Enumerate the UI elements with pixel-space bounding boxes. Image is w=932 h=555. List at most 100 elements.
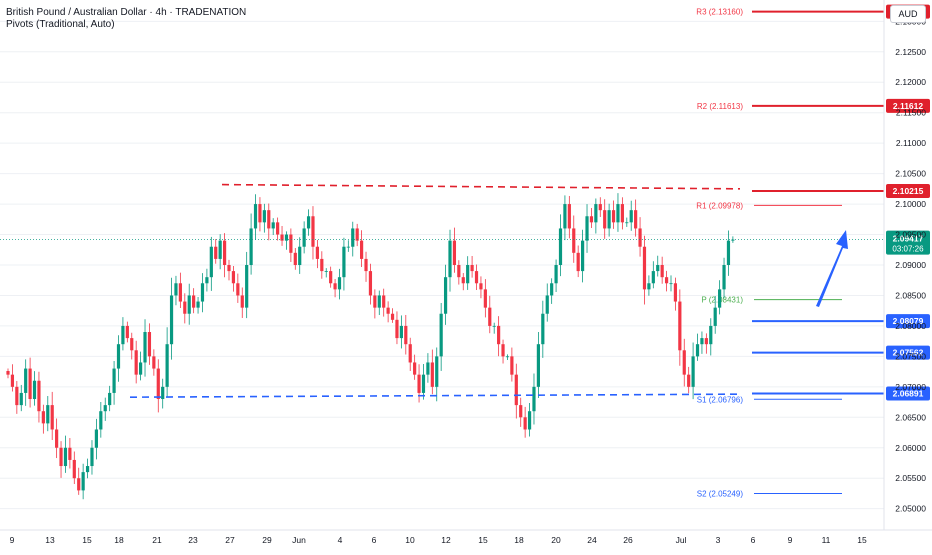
candle-body	[664, 277, 669, 284]
candle-body	[236, 283, 240, 296]
x-tick-label: 18	[114, 535, 124, 545]
candle-body	[519, 405, 523, 418]
candle-body	[125, 325, 129, 339]
candle-body	[245, 265, 249, 308]
chart-title: British Pound / Australian Dollar · 4h ·…	[6, 7, 247, 18]
candle-body	[426, 362, 430, 375]
pivot-label: S2 (2.05249)	[697, 490, 744, 499]
currency-badge[interactable]: AUD	[890, 5, 926, 23]
candle-body	[435, 356, 439, 387]
y-tick-label: 2.10500	[895, 169, 926, 179]
candle-body	[50, 405, 54, 430]
price-level-badge	[886, 314, 930, 329]
x-tick-label: Jul	[676, 535, 687, 545]
candle-body	[311, 216, 315, 247]
candle-body	[227, 265, 231, 272]
candle-body	[497, 325, 501, 345]
candle-body	[6, 371, 10, 375]
candle-body	[682, 350, 686, 375]
candle-body	[550, 283, 554, 296]
candle-body	[183, 301, 187, 314]
candle-body	[492, 325, 496, 327]
candle-body	[346, 246, 350, 248]
y-tick-label: 2.12000	[895, 77, 926, 87]
price-level-label: 2.08079	[893, 316, 924, 326]
candle-body	[276, 222, 280, 235]
x-tick-label: 29	[262, 535, 272, 545]
candle-body	[642, 246, 647, 290]
indicator-label[interactable]: Pivots (Traditional, Auto)	[6, 19, 115, 30]
candle-body	[620, 204, 624, 223]
x-tick-label: 3	[716, 535, 721, 545]
candle-body	[589, 216, 594, 223]
x-tick-label: 21	[152, 535, 162, 545]
x-tick-label: 9	[788, 535, 793, 545]
price-level-label: 2.07562	[893, 348, 924, 358]
candle-body	[258, 204, 262, 223]
current-price-badge	[886, 230, 930, 255]
candle-body	[457, 265, 461, 278]
candle-body	[342, 246, 346, 278]
candle-body	[32, 380, 37, 400]
candle-body	[174, 283, 178, 296]
x-tick-label: 11	[822, 535, 831, 545]
candle-body	[298, 246, 302, 265]
x-tick-label: 10	[405, 535, 415, 545]
y-tick-label: 2.06500	[895, 412, 926, 422]
candle-body	[722, 265, 726, 290]
candle-body	[320, 258, 324, 272]
candle-body	[505, 356, 510, 358]
candle-body	[483, 289, 487, 308]
candle-body	[545, 295, 549, 314]
candle-body	[647, 283, 651, 290]
price-level-badge	[886, 98, 930, 113]
candle-body	[99, 411, 103, 430]
candle-body	[474, 271, 479, 284]
candle-body	[656, 265, 660, 272]
candle-body	[15, 386, 19, 406]
pivot-label: R2 (2.11613)	[697, 102, 743, 111]
candle-body	[669, 283, 673, 285]
candle-body	[731, 239, 735, 241]
candle-body	[85, 466, 90, 473]
candle-body	[293, 252, 297, 265]
candle-body	[222, 240, 227, 265]
candle-body	[607, 210, 611, 229]
candle-body	[200, 283, 205, 302]
candle-body	[390, 313, 395, 320]
time-axis[interactable]: 9 13 15 18 21 23 27 29 Jun 4 6 10 12 15 18 20 24 26 Jul 3 6 9…	[0, 529, 932, 545]
price-levels: 2.131602.116122.102152.080792.075622.068…	[0, 4, 930, 401]
candle-body	[116, 344, 121, 369]
price-axis[interactable]: 2.130002.125002.120002.115002.110002.105…	[883, 0, 926, 530]
candle-body	[364, 258, 368, 272]
x-tick-label: 20	[551, 535, 561, 545]
candle-body	[280, 234, 284, 241]
candle-body	[541, 313, 545, 345]
candle-body	[466, 265, 470, 284]
candle-body	[443, 277, 448, 314]
y-tick-label: 2.06000	[895, 443, 926, 453]
x-tick-label: 24	[587, 535, 597, 545]
candle-body	[572, 228, 576, 253]
candle-body	[169, 295, 174, 345]
y-tick-label: 2.11000	[896, 138, 926, 148]
projection-arrow-shape	[816, 230, 848, 307]
countdown-label: 03:07:26	[892, 245, 924, 254]
candle-body	[713, 307, 717, 326]
candle-body	[271, 222, 275, 229]
y-tick-label: 2.12500	[895, 47, 926, 57]
candle-body	[41, 411, 45, 424]
candle-body	[355, 228, 359, 241]
price-level-badge	[886, 345, 930, 360]
candle-body	[709, 325, 713, 345]
candle-body	[629, 210, 633, 223]
candle-body	[598, 204, 602, 211]
candle-body	[523, 417, 527, 430]
candle-body	[651, 271, 655, 284]
candle-body	[634, 210, 638, 229]
candle-body	[638, 228, 642, 247]
price-level-label: 2.06891	[893, 388, 924, 398]
candle-body	[315, 246, 319, 259]
